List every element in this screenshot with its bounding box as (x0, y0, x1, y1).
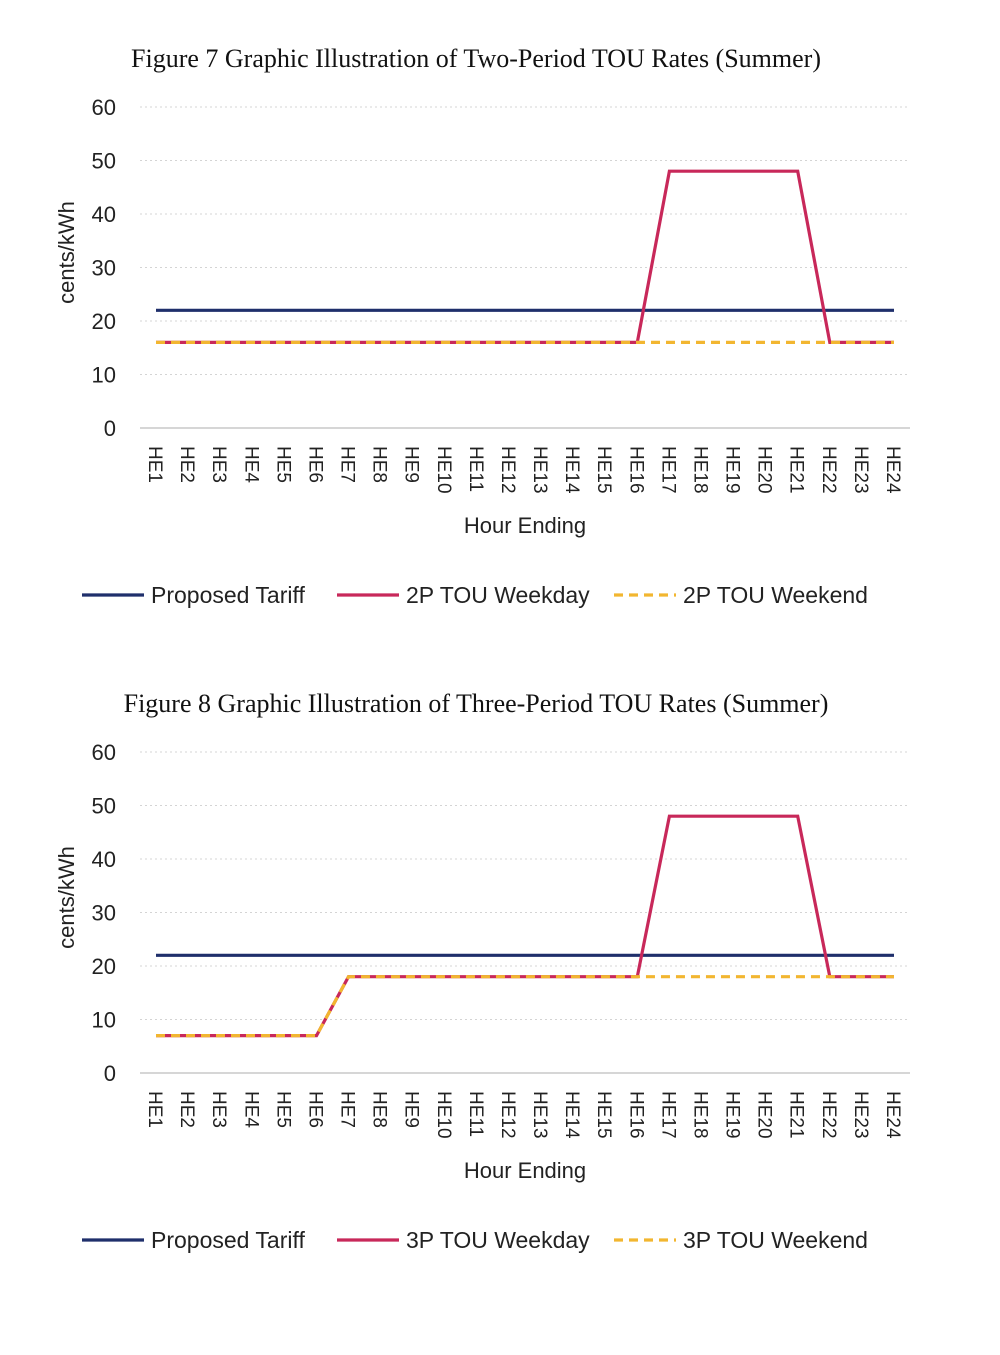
legend-label: 3P TOU Weekday (406, 1227, 590, 1253)
series-line-2 (156, 814, 894, 1038)
x-tick-label: HE18 (689, 446, 710, 494)
legend-label: 3P TOU Weekend (683, 1227, 868, 1253)
x-tick-label: HE5 (272, 1091, 293, 1128)
x-tick-label: HE16 (625, 446, 646, 494)
y-tick-label: 20 (92, 954, 116, 979)
y-tick-label: 50 (92, 794, 116, 819)
figure-8-title: Figure 8 Graphic Illustration of Three-P… (123, 689, 829, 718)
x-tick-label: HE8 (369, 446, 390, 483)
x-tick-label: HE10 (433, 446, 454, 494)
x-tick-label: HE7 (337, 446, 358, 483)
x-tick-label: HE7 (337, 1091, 358, 1128)
x-tick-label: HE9 (401, 1091, 422, 1128)
y-tick-label: 30 (92, 256, 116, 281)
x-tick-label: HE15 (593, 446, 614, 494)
legend-item: 3P TOU Weekday (337, 1227, 590, 1253)
x-tick-label: HE2 (176, 1091, 197, 1128)
x-tick-label: HE1 (144, 1091, 165, 1128)
y-tick-label: 50 (92, 149, 116, 174)
x-tick-label: HE9 (401, 446, 422, 483)
legend-label: Proposed Tariff (151, 1227, 305, 1253)
x-tick-label: HE1 (144, 446, 165, 483)
y-tick-label: 10 (92, 363, 116, 388)
x-tick-label: HE21 (786, 1091, 807, 1139)
x-tick-label: HE12 (497, 1091, 518, 1139)
y-axis-label: cents/kWh (54, 201, 79, 304)
y-tick-label: 30 (92, 901, 116, 926)
x-tick-label: HE3 (208, 446, 229, 483)
x-tick-label: HE13 (529, 446, 550, 494)
x-tick-label: HE20 (754, 1091, 775, 1139)
figure-7-chart: 0 10 20 30 40 50 60 HE1 HE2 HE3 HE4 HE5 HE6 HE7 HE8 HE9… (54, 95, 910, 608)
figure-8-chart: 0 10 20 30 40 50 60 HE1 HE2 HE3 HE4 HE5 HE6 HE7 HE8 HE9… (54, 740, 910, 1253)
x-tick-label: HE17 (657, 446, 678, 494)
legend-item: 2P TOU Weekday (337, 582, 590, 608)
y-tick-label: 0 (104, 416, 116, 441)
x-tick-label: HE22 (818, 446, 839, 494)
x-tick-label: HE17 (657, 1091, 678, 1139)
x-tick-label: HE19 (722, 446, 743, 494)
x-tick-label: HE24 (882, 446, 903, 494)
x-tick-label: HE21 (786, 446, 807, 494)
x-tick-label: HE15 (593, 1091, 614, 1139)
x-tick-label: HE6 (304, 1091, 325, 1128)
x-axis-label: Hour Ending (464, 513, 586, 538)
x-tick-label: HE6 (304, 446, 325, 483)
x-tick-label: HE8 (369, 1091, 390, 1128)
legend-item: Proposed Tariff (82, 1227, 305, 1253)
x-tick-label: HE22 (818, 1091, 839, 1139)
x-tick-label: HE4 (240, 446, 261, 483)
x-tick-label: HE10 (433, 1091, 454, 1139)
x-tick-label: HE18 (689, 1091, 710, 1139)
legend-label: 2P TOU Weekday (406, 582, 590, 608)
x-tick-label: HE23 (850, 1091, 871, 1139)
x-tick-label: HE11 (465, 1091, 486, 1137)
series-line-3 (156, 975, 894, 1038)
x-tick-label: HE4 (240, 1091, 261, 1128)
legend-item: 2P TOU Weekend (614, 582, 868, 608)
x-tick-label: HE19 (722, 1091, 743, 1139)
x-tick-label: HE20 (754, 446, 775, 494)
x-axis-label: Hour Ending (464, 1158, 586, 1183)
series-line-2 (156, 169, 894, 344)
x-tick-label: HE5 (272, 446, 293, 483)
y-tick-label: 0 (104, 1061, 116, 1086)
y-axis-label: cents/kWh (54, 846, 79, 949)
x-tick-label: HE14 (561, 1091, 582, 1139)
x-tick-label: HE2 (176, 446, 197, 483)
x-tick-label: HE24 (882, 1091, 903, 1139)
x-tick-label: HE13 (529, 1091, 550, 1139)
y-tick-label: 40 (92, 202, 116, 227)
legend-label: Proposed Tariff (151, 582, 305, 608)
y-tick-label: 40 (92, 847, 116, 872)
y-tick-label: 10 (92, 1008, 116, 1033)
figure-7-title: Figure 7 Graphic Illustration of Two-Per… (131, 44, 821, 73)
x-tick-label: HE12 (497, 446, 518, 494)
y-tick-label: 20 (92, 309, 116, 334)
x-tick-label: HE23 (850, 446, 871, 494)
x-tick-label: HE11 (465, 446, 486, 492)
x-tick-label: HE3 (208, 1091, 229, 1128)
x-tick-label: HE14 (561, 446, 582, 494)
legend-item: Proposed Tariff (82, 582, 305, 608)
legend-item: 3P TOU Weekend (614, 1227, 868, 1253)
x-tick-label: HE16 (625, 1091, 646, 1139)
y-tick-label: 60 (92, 740, 116, 765)
y-tick-label: 60 (92, 95, 116, 120)
legend-label: 2P TOU Weekend (683, 582, 868, 608)
page: Figure 7 Graphic Illustration of Two-Per… (54, 44, 910, 1253)
